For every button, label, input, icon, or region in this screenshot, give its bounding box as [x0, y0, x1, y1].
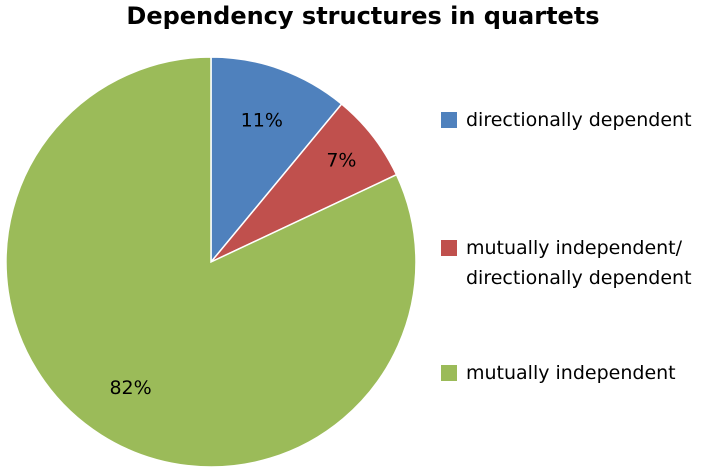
- legend-item-mutually-independent: mutually independent: [441, 358, 676, 388]
- legend-label: mutually independent: [466, 362, 676, 384]
- slice-label: 7%: [326, 149, 356, 171]
- legend-item-mutually-independent-directionally-dependent: mutually independent/ directionally depe…: [441, 233, 692, 293]
- legend-label: mutually independent/ directionally depe…: [466, 237, 692, 289]
- legend-swatch: [441, 240, 457, 256]
- legend-label: directionally dependent: [466, 109, 692, 131]
- legend-item-directionally-dependent: directionally dependent: [441, 105, 692, 135]
- slice-label: 82%: [109, 377, 151, 399]
- pie-chart: 11% 7% 82%: [5, 56, 417, 468]
- legend-swatch: [441, 112, 457, 128]
- pie-slice: [5, 56, 417, 468]
- legend-swatch: [441, 365, 457, 381]
- chart-title: Dependency structures in quartets: [126, 2, 600, 30]
- slice-label: 11%: [241, 109, 283, 131]
- pie-slice: [210, 56, 343, 265]
- legend: directionally dependent mutually indepen…: [441, 0, 726, 473]
